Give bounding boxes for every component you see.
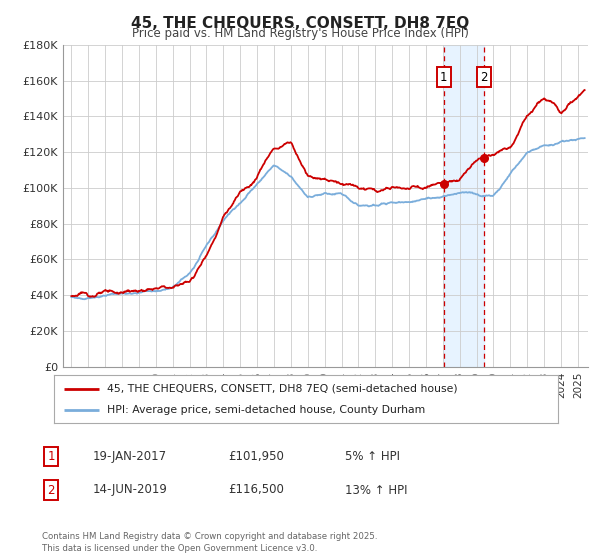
Text: 1: 1 [440, 71, 448, 83]
Text: Price paid vs. HM Land Registry's House Price Index (HPI): Price paid vs. HM Land Registry's House … [131, 27, 469, 40]
Text: HPI: Average price, semi-detached house, County Durham: HPI: Average price, semi-detached house,… [107, 405, 425, 415]
Text: 5% ↑ HPI: 5% ↑ HPI [345, 450, 400, 463]
Text: 2: 2 [481, 71, 488, 83]
Text: 1: 1 [47, 450, 55, 463]
Bar [443, 45, 484, 367]
Text: Contains HM Land Registry data © Crown copyright and database right 2025.
This d: Contains HM Land Registry data © Crown c… [42, 532, 377, 553]
Text: £101,950: £101,950 [228, 450, 284, 463]
Text: 45, THE CHEQUERS, CONSETT, DH8 7EQ: 45, THE CHEQUERS, CONSETT, DH8 7EQ [131, 16, 469, 31]
Text: £116,500: £116,500 [228, 483, 284, 497]
Text: 13% ↑ HPI: 13% ↑ HPI [345, 483, 407, 497]
Text: 19-JAN-2017: 19-JAN-2017 [93, 450, 167, 463]
Text: 45, THE CHEQUERS, CONSETT, DH8 7EQ (semi-detached house): 45, THE CHEQUERS, CONSETT, DH8 7EQ (semi… [107, 384, 458, 394]
Text: 14-JUN-2019: 14-JUN-2019 [93, 483, 168, 497]
Text: 2: 2 [47, 483, 55, 497]
